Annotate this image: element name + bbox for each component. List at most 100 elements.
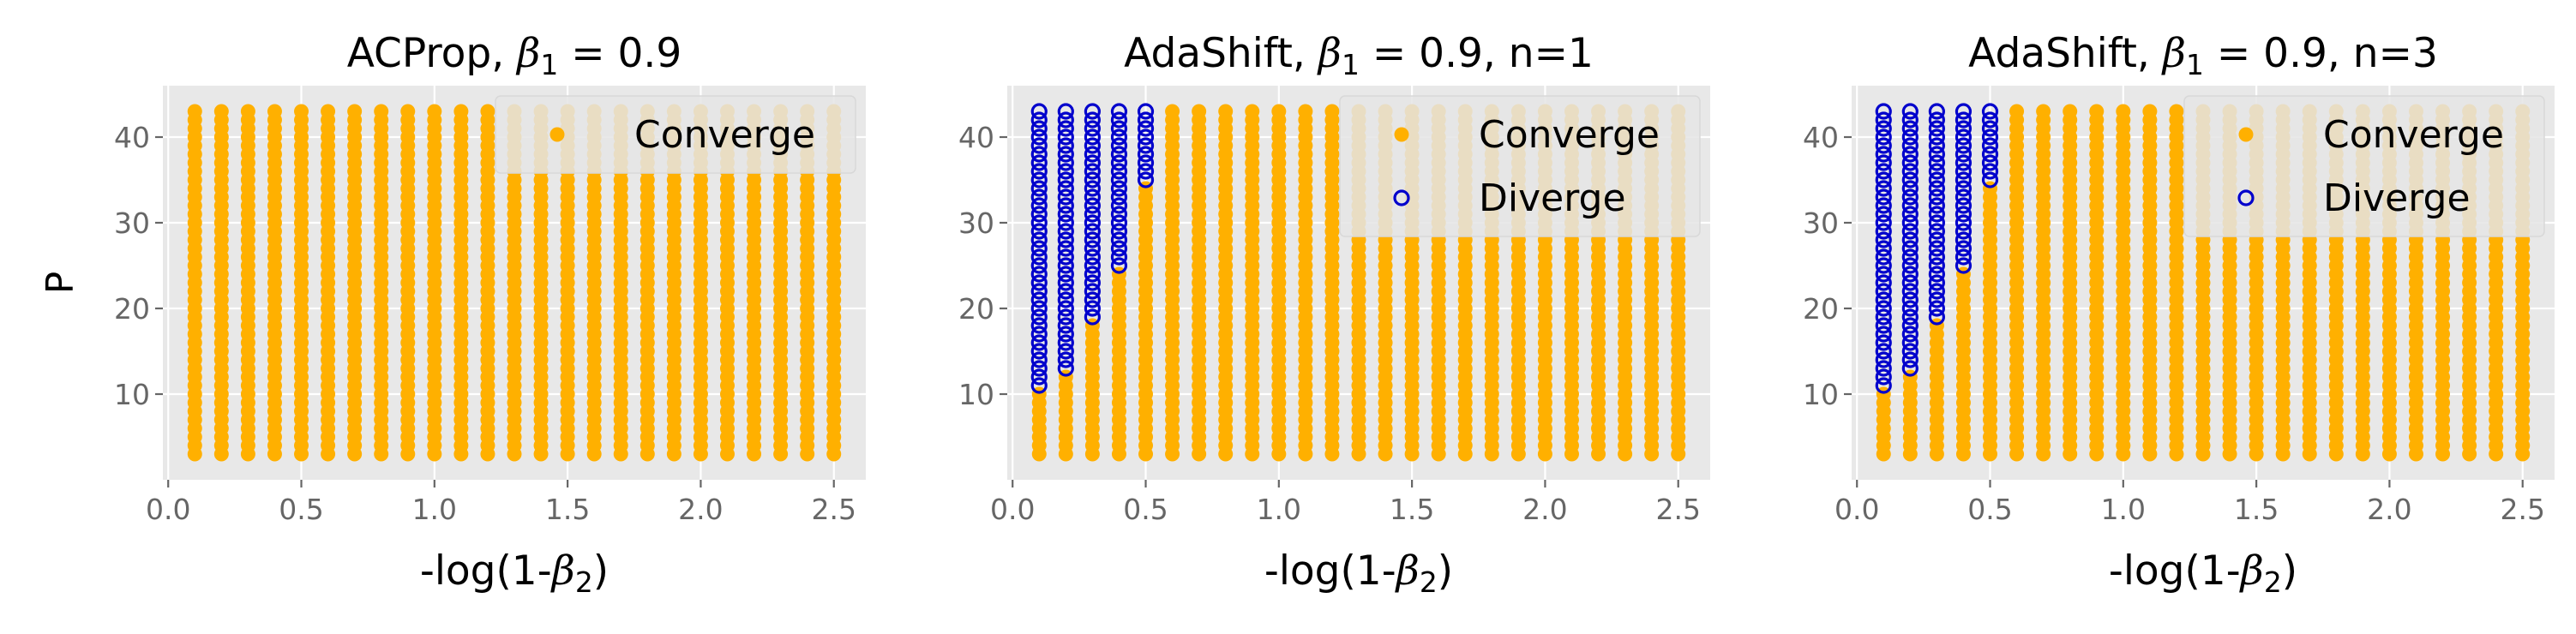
diverge-point bbox=[1901, 188, 1918, 206]
diverge-point bbox=[1110, 154, 1128, 171]
diverge-point bbox=[1901, 300, 1918, 317]
x-tick-label: 2.0 bbox=[678, 493, 723, 526]
diverge-point bbox=[1057, 291, 1074, 308]
diverge-point bbox=[1110, 120, 1128, 137]
diverge-point bbox=[1057, 334, 1074, 351]
diverge-point bbox=[1030, 231, 1048, 248]
diverge-point bbox=[1901, 231, 1918, 248]
diverge-point bbox=[1955, 257, 1973, 274]
y-tick-label: 30 bbox=[1803, 206, 1839, 240]
diverge-point bbox=[1875, 214, 1892, 231]
diverge-point bbox=[1928, 300, 1945, 317]
diverge-point bbox=[1875, 308, 1892, 326]
diverge-point bbox=[1955, 154, 1973, 171]
diverge-point bbox=[1110, 223, 1128, 240]
diverge-point bbox=[1875, 180, 1892, 197]
diverge-point bbox=[1057, 146, 1074, 163]
diverge-point bbox=[1110, 240, 1128, 257]
converge-point bbox=[1165, 104, 1180, 119]
diverge-point bbox=[1901, 240, 1918, 257]
diverge-point bbox=[1928, 257, 1945, 274]
diverge-point bbox=[1928, 240, 1945, 257]
diverge-point bbox=[1875, 154, 1892, 171]
diverge-point bbox=[1875, 368, 1892, 386]
diverge-point bbox=[1057, 257, 1074, 274]
legend: Converge Diverge bbox=[2183, 95, 2545, 237]
diverge-point bbox=[1110, 171, 1128, 188]
diverge-point bbox=[1057, 163, 1074, 180]
diverge-point bbox=[1901, 360, 1918, 377]
diverge-point bbox=[1901, 351, 1918, 368]
diverge-point bbox=[1901, 308, 1918, 326]
diverge-point bbox=[1110, 206, 1128, 223]
diverge-point bbox=[1057, 120, 1074, 137]
diverge-point bbox=[1084, 137, 1101, 154]
diverge-point bbox=[1928, 274, 1945, 291]
diverge-point bbox=[1057, 248, 1074, 266]
x-tick-label: 1.0 bbox=[412, 493, 457, 526]
diverge-point bbox=[1030, 343, 1048, 360]
diverge-point bbox=[1057, 171, 1074, 188]
diverge-point bbox=[1901, 266, 1918, 283]
legend-label: Diverge bbox=[2323, 176, 2471, 220]
diverge-point bbox=[1955, 180, 1973, 197]
diverge-point bbox=[1928, 111, 1945, 129]
diverge-point bbox=[1110, 257, 1128, 274]
diverge-point bbox=[1110, 146, 1128, 163]
diverge-point bbox=[1084, 146, 1101, 163]
x-tick-label: 1.5 bbox=[2234, 493, 2279, 526]
diverge-point bbox=[1875, 257, 1892, 274]
diverge-point bbox=[1057, 111, 1074, 129]
diverge-point bbox=[1901, 291, 1918, 308]
diverge-point bbox=[1084, 206, 1101, 223]
diverge-point bbox=[1030, 291, 1048, 308]
chart-title: ACProp, β1 = 0.9 bbox=[347, 30, 682, 81]
diverge-point bbox=[1875, 291, 1892, 308]
diverge-point bbox=[1875, 163, 1892, 180]
diverge-point bbox=[1928, 129, 1945, 146]
y-tick-label: 10 bbox=[114, 378, 150, 411]
diverge-point bbox=[1084, 188, 1101, 206]
diverge-point bbox=[1110, 163, 1128, 180]
diverge-point bbox=[1928, 223, 1945, 240]
diverge-point bbox=[1030, 206, 1048, 223]
diverge-point bbox=[1057, 274, 1074, 291]
diverge-point bbox=[1057, 223, 1074, 240]
diverge-point bbox=[1030, 360, 1048, 377]
diverge-point bbox=[1084, 197, 1101, 214]
diverge-point bbox=[1955, 240, 1973, 257]
diverge-point bbox=[1057, 283, 1074, 300]
chart-title: AdaShift, β1 = 0.9, n=1 bbox=[1124, 30, 1594, 81]
diverge-point bbox=[1137, 163, 1155, 180]
diverge-point bbox=[1030, 188, 1048, 206]
legend-box bbox=[1339, 95, 1701, 237]
converge-point bbox=[2036, 104, 2051, 119]
diverge-point bbox=[1928, 266, 1945, 283]
diverge-point bbox=[1084, 274, 1101, 291]
diverge-point bbox=[1875, 326, 1892, 343]
y-tick-label: 20 bbox=[958, 292, 994, 326]
diverge-point bbox=[1875, 300, 1892, 317]
diverge-point bbox=[1901, 206, 1918, 223]
y-tick-label: 20 bbox=[114, 292, 150, 326]
diverge-point bbox=[1901, 343, 1918, 360]
diverge-point bbox=[1030, 240, 1048, 257]
diverge-point bbox=[1981, 146, 1999, 163]
diverge-point bbox=[1901, 137, 1918, 154]
diverge-point bbox=[1030, 214, 1048, 231]
diverge-point bbox=[1030, 171, 1048, 188]
diverge-point bbox=[1137, 137, 1155, 154]
diverge-point bbox=[1928, 188, 1945, 206]
legend-label: Converge bbox=[634, 113, 815, 157]
diverge-point bbox=[1901, 214, 1918, 231]
diverge-point bbox=[1928, 283, 1945, 300]
x-tick-label: 1.5 bbox=[1390, 493, 1434, 526]
diverge-point bbox=[1875, 360, 1892, 377]
diverge-point bbox=[1057, 360, 1074, 377]
diverge-point bbox=[1901, 248, 1918, 266]
diverge-point bbox=[1030, 180, 1048, 197]
x-tick-label: 0.5 bbox=[1123, 493, 1168, 526]
converge-point bbox=[213, 104, 229, 119]
diverge-point bbox=[1030, 266, 1048, 283]
diverge-point bbox=[1901, 129, 1918, 146]
